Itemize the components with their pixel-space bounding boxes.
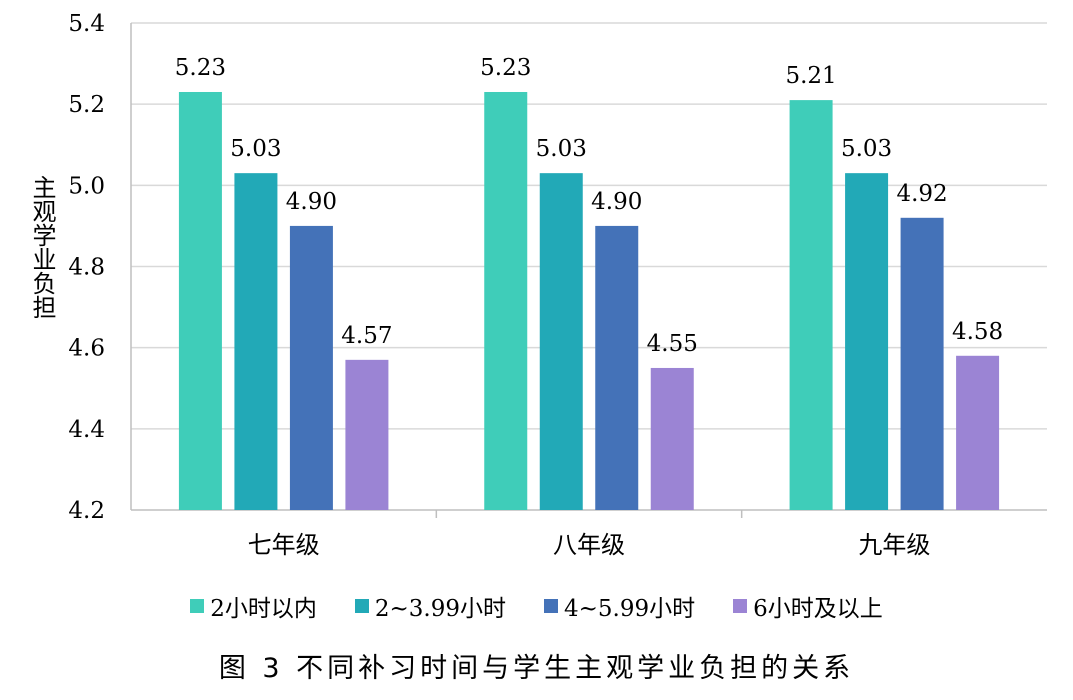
legend-label: 4~5.99小时	[564, 596, 696, 622]
bar	[345, 359, 389, 510]
figure-caption: 图 3 不同补习时间与学生主观学业负担的关系	[218, 653, 855, 684]
y-tick-label: 5.2	[68, 92, 105, 118]
bar	[178, 91, 222, 510]
bar	[595, 225, 639, 510]
bar	[539, 173, 583, 511]
data-label: 5.03	[536, 136, 587, 162]
data-label: 4.57	[341, 323, 392, 349]
y-tick-label: 4.4	[68, 417, 105, 443]
legend-swatch	[544, 599, 558, 613]
y-axis-label: 主观学业负担	[28, 175, 56, 319]
legend-label: 2小时以内	[210, 596, 317, 622]
data-label: 4.90	[591, 189, 642, 215]
x-tick-label: 八年级	[553, 531, 625, 559]
data-label: 4.55	[647, 331, 698, 357]
bar	[900, 217, 944, 511]
y-tick-label: 4.2	[68, 498, 105, 524]
legend-label: 6小时及以上	[753, 596, 883, 622]
y-tick-label: 5.0	[68, 173, 105, 199]
legend-item: 6小时及以上	[733, 589, 883, 623]
legend-label: 2~3.99小时	[374, 596, 506, 622]
legend-item: 2小时以内	[190, 589, 317, 623]
x-tick-label: 九年级	[858, 531, 930, 559]
data-label: 4.90	[286, 189, 337, 215]
data-label: 4.58	[952, 319, 1003, 345]
bar	[845, 173, 889, 511]
data-label: 5.03	[230, 136, 281, 162]
data-label: 5.23	[175, 55, 226, 81]
bar	[956, 355, 1000, 510]
data-label: 5.23	[480, 55, 531, 81]
y-tick-label: 5.4	[68, 11, 105, 37]
legend-item: 2~3.99小时	[354, 589, 506, 623]
bar	[650, 367, 694, 510]
bar-chart: 4.2 4.4 4.6 4.8 5.0 5.2 5.4 5.23 5.03 4.90 4.57 七年级…	[68, 11, 1047, 559]
data-label: 5.21	[785, 63, 836, 89]
data-label: 4.92	[896, 181, 947, 207]
legend-swatch	[354, 599, 369, 613]
legend-swatch	[733, 599, 748, 613]
bar	[484, 91, 528, 510]
x-tick-label: 七年级	[248, 531, 320, 559]
bar	[234, 173, 278, 511]
y-tick-label: 4.6	[68, 336, 105, 362]
y-tick-label: 4.8	[68, 255, 105, 281]
bar	[289, 225, 333, 510]
legend-item: 4~5.99小时	[544, 589, 695, 623]
data-label: 5.03	[841, 136, 892, 162]
bar	[789, 100, 833, 510]
legend: 2小时以内 2~3.99小时 4~5.99小时 6小时及以上	[0, 588, 1073, 624]
legend-swatch	[190, 599, 205, 613]
